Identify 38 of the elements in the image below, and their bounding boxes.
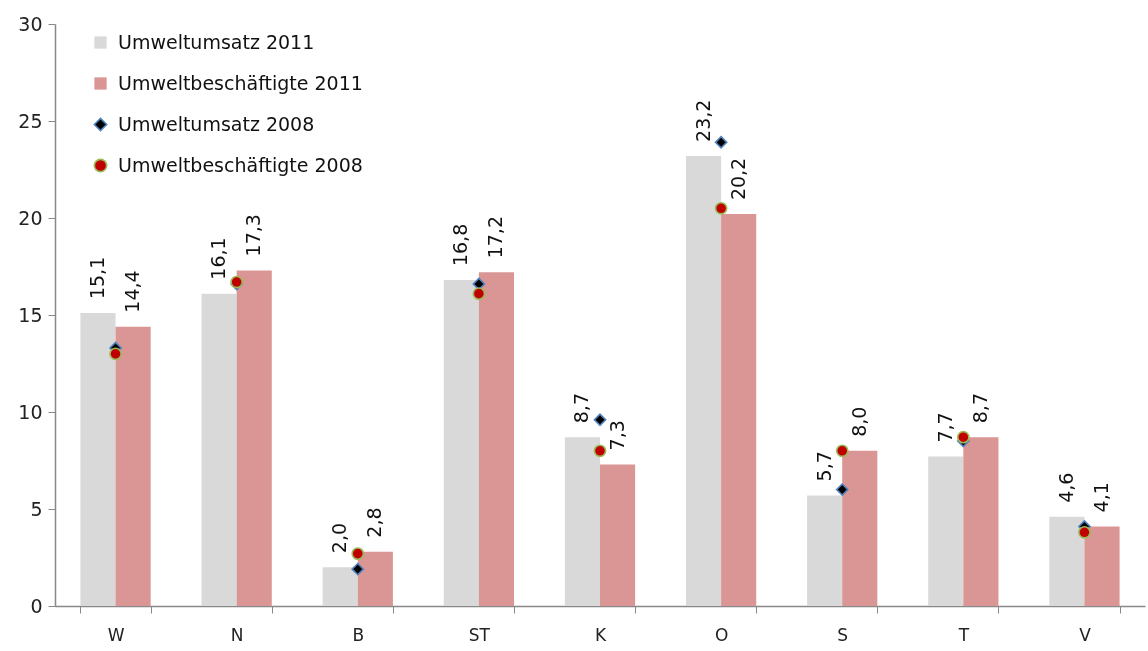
x-tick-label: B [352,624,365,645]
legend-label: Umweltumsatz 2011 [118,30,315,53]
legend-label: Umweltumsatz 2008 [118,112,315,135]
x-tick-label: O [714,624,729,645]
data-label: 14,4 [121,270,144,313]
y-tick-label: 20 [18,206,43,229]
data-label: 15,1 [85,256,108,300]
data-label: 5,7 [812,451,835,482]
y-tick-label: 15 [18,303,43,326]
data-label: 4,6 [1054,472,1077,503]
y-tick-label: 25 [18,109,43,132]
x-tick-label: K [594,624,607,645]
x-tick-label: T [957,624,970,645]
data-label: 16,8 [449,223,472,267]
y-tick-label: 30 [18,12,43,35]
data-label: 17,2 [484,216,507,259]
y-tick-label: 5 [30,497,43,520]
data-label: 16,1 [207,237,230,280]
data-label: 4,1 [1090,482,1113,513]
legend-label: Umweltbeschäftigte 2011 [118,71,363,94]
data-label: 7,3 [605,420,628,451]
data-label: 20,2 [726,157,749,201]
data-label: 2,0 [328,522,351,554]
x-tick-label: ST [468,624,491,645]
x-tick-label: V [1079,624,1092,645]
x-tick-label: N [230,624,244,645]
legend-label: Umweltbeschäftigte 2008 [118,153,363,176]
x-tick-label: W [107,624,125,645]
y-tick-label: 0 [30,594,43,617]
data-label: 17,3 [242,214,265,257]
y-tick-label: 10 [18,400,43,423]
data-label: 23,2 [691,99,714,142]
data-label: 8,0 [847,406,870,437]
data-label: 2,8 [363,507,386,538]
x-tick-label: S [837,624,849,645]
data-label: 7,7 [933,412,956,443]
data-label: 8,7 [570,393,593,424]
data-label: 8,7 [968,393,991,424]
